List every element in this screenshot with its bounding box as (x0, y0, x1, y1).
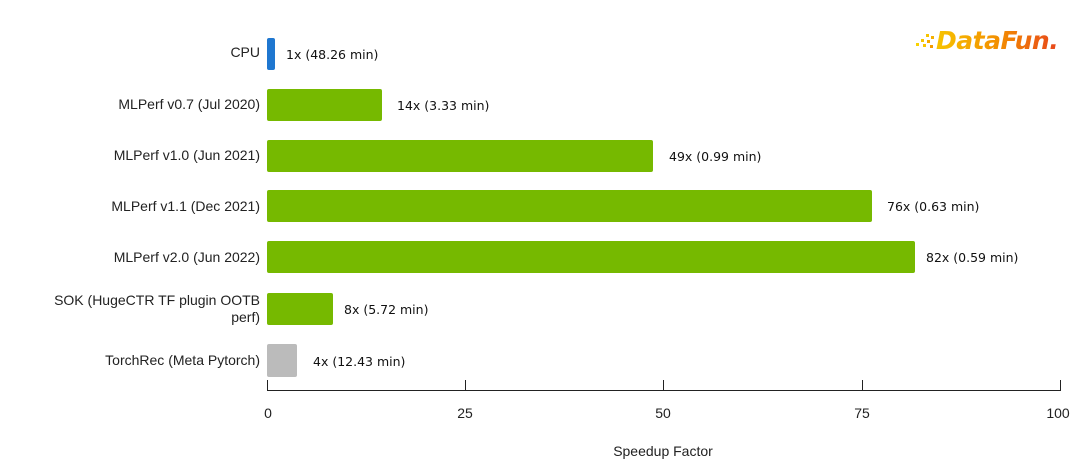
datafun-logo-dots-icon (916, 34, 934, 48)
category-label-mlperf-v10: MLPerf v1.0 (Jun 2021) (113, 147, 260, 163)
x-axis-title: Speedup Factor (613, 443, 713, 459)
value-label-cpu: 1x (48.26 min) (286, 47, 379, 62)
x-tick-label-50: 50 (655, 405, 671, 421)
category-label-mlperf-v11: MLPerf v1.1 (Dec 2021) (111, 198, 260, 214)
category-label-mlperf-v07: MLPerf v0.7 (Jul 2020) (118, 96, 260, 112)
value-label-mlperf-v11: 76x (0.63 min) (887, 199, 980, 214)
bar-mlperf-v20 (267, 241, 915, 273)
category-label-sok-line2: perf) (231, 309, 260, 325)
category-label-cpu: CPU (230, 44, 260, 60)
category-label-mlperf-v20: MLPerf v2.0 (Jun 2022) (113, 249, 260, 265)
bar-cpu (267, 38, 275, 70)
bar-mlperf-v11 (267, 190, 872, 222)
x-tick-75 (862, 380, 863, 391)
value-label-sok: 8x (5.72 min) (344, 302, 429, 317)
value-label-mlperf-v10: 49x (0.99 min) (669, 149, 762, 164)
x-tick-label-100: 100 (1046, 405, 1070, 421)
datafun-logo: DataFun. (936, 26, 1059, 55)
x-tick-label-25: 25 (457, 405, 473, 421)
value-label-mlperf-v07: 14x (3.33 min) (397, 98, 490, 113)
x-tick-50 (663, 380, 664, 391)
category-label-sok-line1: SOK (HugeCTR TF plugin OOTB (54, 292, 260, 308)
x-tick-25 (465, 380, 466, 391)
bar-sok (267, 293, 333, 325)
x-tick-100 (1060, 380, 1061, 391)
bar-torchrec (267, 344, 297, 377)
value-label-torchrec: 4x (12.43 min) (313, 354, 406, 369)
bar-mlperf-v10 (267, 140, 653, 172)
x-tick-label-75: 75 (854, 405, 870, 421)
category-label-torchrec: TorchRec (Meta Pytorch) (105, 352, 260, 368)
bar-mlperf-v07 (267, 89, 382, 121)
value-label-mlperf-v20: 82x (0.59 min) (926, 250, 1019, 265)
x-tick-0 (267, 380, 268, 391)
x-tick-label-0: 0 (264, 405, 272, 421)
